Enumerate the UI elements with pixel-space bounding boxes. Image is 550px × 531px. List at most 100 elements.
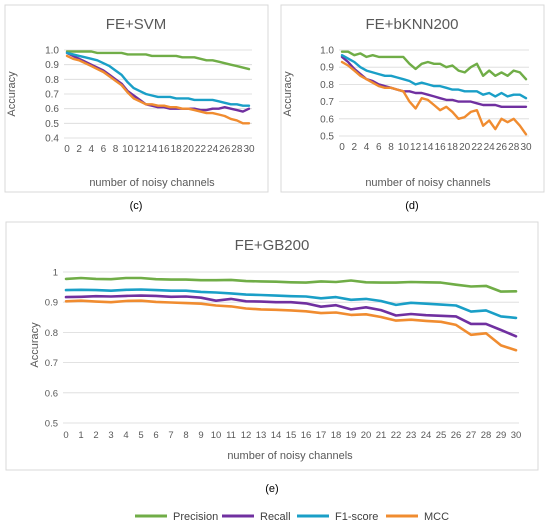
panel-d-series-mcc bbox=[340, 60, 528, 136]
panel-d-xtick-label: 24 bbox=[484, 142, 496, 153]
panel-c-series-recall bbox=[65, 51, 251, 113]
panel-c: FE+SVM Accuracy number of noisy channels… bbox=[4, 4, 269, 193]
panel-d-ytick-label: 0.8 bbox=[320, 80, 334, 91]
panel-c-xtick-label: 10 bbox=[122, 144, 134, 155]
panel-c-series-f1-score bbox=[65, 51, 251, 107]
panel-c-xtick-label: 22 bbox=[195, 144, 207, 155]
panel-c-xtick-label: 20 bbox=[183, 144, 195, 155]
panel-e-ytick-label: 0.5 bbox=[45, 419, 58, 430]
panel-e-series-f1-score bbox=[64, 288, 518, 320]
panel-e-xtick-label: 5 bbox=[138, 430, 143, 441]
panel-c-xtick-label: 18 bbox=[171, 144, 183, 155]
panel-d-ytick-label: 0.9 bbox=[320, 63, 334, 74]
panel-d-frame bbox=[280, 4, 545, 193]
panel-e-series-mcc bbox=[64, 299, 518, 352]
panel-e-label: (e) bbox=[265, 483, 278, 495]
panel-e-xtick-label: 26 bbox=[451, 430, 462, 441]
panel-e-xtick-label: 6 bbox=[153, 430, 158, 441]
panel-e-xtick-label: 9 bbox=[198, 430, 203, 441]
panel-e-xtick-label: 16 bbox=[301, 430, 312, 441]
panel-e-xtick-label: 18 bbox=[331, 430, 342, 441]
panel-e-xtick-label: 25 bbox=[436, 430, 447, 441]
panel-e-xtick-label: 15 bbox=[286, 430, 297, 441]
panel-d-series-f1-score bbox=[340, 54, 528, 100]
legend-label-mcc: MCC bbox=[424, 511, 449, 523]
legend-label-recall: Recall bbox=[260, 511, 291, 523]
panel-e-xtick-label: 1 bbox=[78, 430, 83, 441]
panel-e: FE+GB200 Accuracy number of noisy channe… bbox=[5, 221, 539, 471]
panel-d-xtick-label: 30 bbox=[520, 142, 532, 153]
panel-c-ytick-label: 1.0 bbox=[45, 46, 59, 57]
panel-d-ylabel: Accuracy bbox=[282, 71, 294, 117]
panel-d-ytick-label: 0.7 bbox=[320, 97, 334, 108]
panel-d-xtick-label: 16 bbox=[435, 142, 447, 153]
panel-d-ytick-label: 1.0 bbox=[320, 46, 334, 57]
panel-d-xtick-label: 18 bbox=[447, 142, 459, 153]
panel-e-xtick-label: 30 bbox=[511, 430, 522, 441]
panel-e-ytick-label: 1 bbox=[53, 268, 58, 279]
panel-d-series-recall bbox=[340, 55, 528, 109]
panel-e-xtick-label: 2 bbox=[93, 430, 98, 441]
panel-e-ytick-label: 0.7 bbox=[45, 358, 58, 369]
panel-c-xtick-label: 30 bbox=[243, 144, 255, 155]
panel-d-xtick-label: 12 bbox=[410, 142, 422, 153]
panel-e-xtick-label: 14 bbox=[271, 430, 282, 441]
panel-d-xtick-label: 4 bbox=[364, 142, 370, 153]
panel-e-xtick-label: 20 bbox=[361, 430, 372, 441]
panel-e-xtick-label: 29 bbox=[496, 430, 507, 441]
panel-c-xtick-label: 8 bbox=[113, 144, 119, 155]
panel-e-xtick-label: 12 bbox=[241, 430, 252, 441]
panel-d-title: FE+bKNN200 bbox=[366, 16, 459, 33]
panel-e-frame bbox=[5, 221, 539, 471]
panel-d-xtick-label: 8 bbox=[388, 142, 394, 153]
panel-c-xtick-label: 2 bbox=[76, 144, 82, 155]
panel-d-ytick-label: 0.5 bbox=[320, 132, 334, 143]
panel-c-ytick-label: 0.4 bbox=[45, 134, 59, 145]
panel-d-xtick-label: 14 bbox=[422, 142, 434, 153]
panel-e-ylabel: Accuracy bbox=[29, 322, 41, 368]
panel-e-xtick-label: 11 bbox=[226, 430, 236, 441]
legend: Precision Recall F1-score MCC bbox=[135, 511, 449, 523]
panel-d-ytick-label: 0.6 bbox=[320, 114, 334, 125]
panel-d-plot: 0.50.60.70.80.91.00 2 4 6 8 10 12 14 16 18 20 22 24 2… bbox=[320, 46, 532, 154]
panel-e-xtick-label: 19 bbox=[346, 430, 357, 441]
panel-e-xtick-label: 22 bbox=[391, 430, 402, 441]
panel-c-ytick-label: 0.5 bbox=[45, 119, 59, 130]
panel-c-xtick-label: 6 bbox=[101, 144, 107, 155]
panel-e-xtick-label: 4 bbox=[123, 430, 128, 441]
panel-c-xlabel: number of noisy channels bbox=[89, 177, 215, 189]
panel-c-xtick-label: 24 bbox=[207, 144, 219, 155]
panel-c-ylabel: Accuracy bbox=[6, 71, 18, 117]
panel-c-xtick-label: 16 bbox=[159, 144, 171, 155]
panel-e-xtick-label: 3 bbox=[108, 430, 113, 441]
panel-e-xlabel: number of noisy channels bbox=[227, 450, 353, 462]
panel-e-xtick-label: 17 bbox=[316, 430, 327, 441]
panel-e-xtick-label: 27 bbox=[466, 430, 477, 441]
panel-c-plot: 0.40.50.60.70.80.91.00 2 4 6 8 10 12 14 16 18 20 22… bbox=[45, 46, 255, 156]
panel-c-xtick-label: 12 bbox=[134, 144, 146, 155]
panel-c-xtick-label: 4 bbox=[88, 144, 94, 155]
panel-d-xtick-label: 28 bbox=[508, 142, 520, 153]
panel-d: FE+bKNN200 Accuracy number of noisy chan… bbox=[280, 4, 545, 193]
panel-e-xtick-label: 21 bbox=[376, 430, 387, 441]
panel-c-ytick-label: 0.8 bbox=[45, 75, 59, 86]
panel-e-series-recall bbox=[64, 294, 518, 338]
panel-e-xtick-label: 28 bbox=[481, 430, 492, 441]
panel-e-ytick-label: 0.6 bbox=[45, 388, 58, 399]
panel-d-label: (d) bbox=[405, 200, 418, 212]
panel-c-ytick-label: 0.6 bbox=[45, 104, 59, 115]
panel-c-xtick-label: 14 bbox=[146, 144, 158, 155]
panel-c-xtick-label: 26 bbox=[219, 144, 231, 155]
panel-d-xtick-label: 26 bbox=[496, 142, 508, 153]
legend-label-precision: Precision bbox=[173, 511, 218, 523]
panel-d-xlabel: number of noisy channels bbox=[365, 177, 491, 189]
panel-c-title: FE+SVM bbox=[106, 16, 166, 33]
panel-e-ytick-label: 0.9 bbox=[45, 298, 58, 309]
panel-e-xtick-label: 7 bbox=[168, 430, 173, 441]
panel-e-title: FE+GB200 bbox=[235, 237, 310, 254]
panel-e-xtick-label: 23 bbox=[406, 430, 417, 441]
panel-e-xtick-label: 8 bbox=[183, 430, 188, 441]
panel-e-xtick-label: 24 bbox=[421, 430, 432, 441]
panel-c-xtick-label: 0 bbox=[64, 144, 70, 155]
